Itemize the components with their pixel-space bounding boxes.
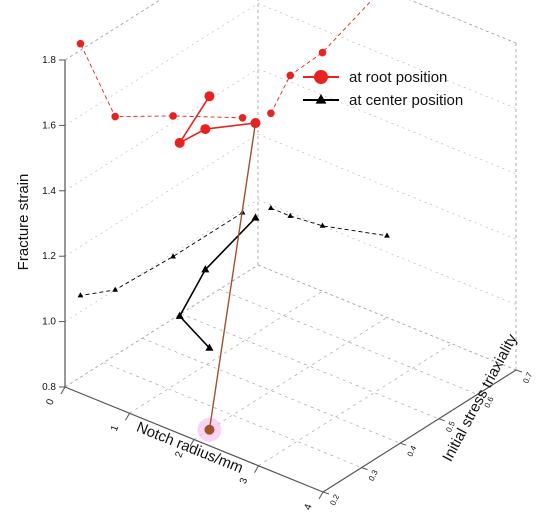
- root-series-line: [177, 95, 256, 145]
- label-layer: 0.8 1.0 1.2 1.4 1.6 1.8 0 1 2 3 4 0.2 0.3 0.4 0.5 0.6 0.…: [15, 55, 534, 512]
- floor-back-edge: [257, 264, 517, 371]
- y-tick-mark: [322, 491, 330, 495]
- data-layer: [174, 91, 261, 442]
- z-tick-label: 1.6: [42, 120, 56, 131]
- legend: at root position at center position: [303, 69, 463, 109]
- x-tick-mark: [254, 465, 259, 473]
- y-tick-label: 0.3: [367, 468, 380, 482]
- legend-root-label: at root position: [349, 69, 447, 86]
- x-tick-mark: [318, 491, 324, 500]
- back-wall-grid-z: [257, 68, 517, 175]
- floor-grid-y: [142, 337, 401, 444]
- legend-root-marker: [314, 70, 328, 84]
- triaxiality-axis: [322, 369, 517, 493]
- triaxiality-axis-title: Initial stress triaxiality: [439, 331, 521, 465]
- y-tick-mark: [477, 393, 484, 397]
- root-series-marker: [250, 118, 261, 129]
- floor-projection-link: [208, 122, 257, 430]
- back-wall-projection-line: [270, 0, 373, 114]
- floor-grid-y: [103, 362, 362, 468]
- x-tick-label: 2: [174, 450, 186, 459]
- floor-grid-x: [129, 290, 323, 414]
- projection-marker-triangle: [287, 212, 294, 218]
- x-tick-mark: [60, 386, 66, 395]
- z-tick-label: 1.4: [42, 186, 56, 197]
- x-tick-label: 3: [238, 476, 250, 485]
- y-tick-mark: [400, 442, 407, 446]
- center-series-marker: [175, 311, 184, 319]
- strain-axis-title: Fracture strain: [15, 174, 32, 271]
- floor-grid-y: [180, 313, 439, 420]
- center-series-marker: [205, 343, 214, 351]
- z-tick-label: 1.8: [42, 55, 56, 66]
- back-wall-grid-z: [257, 133, 517, 240]
- y-tick-mark: [515, 369, 523, 373]
- projection-marker-triangle: [319, 222, 326, 228]
- legend-center-label: at center position: [349, 92, 463, 109]
- y-tick-label: 0.4: [406, 444, 419, 458]
- floor-grid-x: [258, 343, 452, 467]
- top-back-edge: [409, 0, 517, 44]
- legend-center-marker: [315, 94, 327, 104]
- left-wall-grid-z: [64, 133, 259, 257]
- y-tick-mark: [438, 418, 445, 422]
- projection-marker-circle: [238, 114, 247, 122]
- floor-grid-x: [193, 317, 388, 440]
- center-series-marker: [251, 213, 260, 221]
- projection-marker-circle: [169, 112, 177, 120]
- back-wall-grid-z: [257, 3, 517, 109]
- projection-marker-circle: [267, 109, 275, 118]
- y-tick-label: 0.7: [521, 371, 534, 385]
- projection-marker-triangle: [112, 286, 119, 292]
- back-wall-projection-line: [270, 207, 388, 237]
- x-tick-label: 4: [303, 502, 315, 511]
- x-tick-label: 1: [109, 423, 121, 432]
- left-wall-projection-line: [80, 212, 243, 296]
- center-series-marker: [201, 265, 210, 273]
- axes-layer: [59, 0, 523, 500]
- top-left-edge: [64, 0, 161, 61]
- z-tick-label: 1.2: [42, 251, 56, 262]
- y-tick-label: 0.5: [444, 419, 457, 433]
- projection-marker-triangle: [170, 253, 176, 259]
- left-wall-grid-z: [64, 3, 259, 126]
- x-tick-mark: [189, 439, 195, 447]
- left-wall-grid-z: [64, 199, 259, 322]
- floor-left-edge: [64, 264, 259, 388]
- floor-grid-y: [219, 289, 478, 395]
- y-tick-label: 0.2: [328, 493, 341, 507]
- projection-marker-circle: [286, 71, 295, 80]
- y-tick-label: 0.6: [483, 395, 496, 409]
- floor-projection-marker: [204, 424, 215, 435]
- left-wall-grid-z: [64, 68, 259, 192]
- projection-marker-circle: [318, 48, 327, 57]
- projection-layer: [76, 0, 390, 298]
- projection-marker-triangle: [384, 232, 390, 238]
- z-tick-label: 0.8: [42, 382, 56, 393]
- root-series-marker: [200, 124, 211, 135]
- root-series-marker: [204, 91, 215, 102]
- left-wall-projection-line: [80, 43, 243, 119]
- back-wall-grid-z: [257, 199, 517, 305]
- center-series-line: [178, 217, 257, 349]
- x-tick-label: 0: [45, 397, 57, 406]
- y-tick-mark: [361, 467, 368, 471]
- root-series-marker: [174, 137, 185, 148]
- projection-marker-circle: [76, 39, 85, 48]
- projection-marker-circle: [111, 112, 119, 121]
- notch-radius-axis-title: Notch radius/mm: [134, 419, 245, 477]
- projection-marker-triangle: [77, 292, 84, 298]
- x-tick-mark: [125, 413, 130, 421]
- z-tick-label: 1.0: [42, 317, 56, 328]
- projection-marker-triangle: [268, 204, 274, 211]
